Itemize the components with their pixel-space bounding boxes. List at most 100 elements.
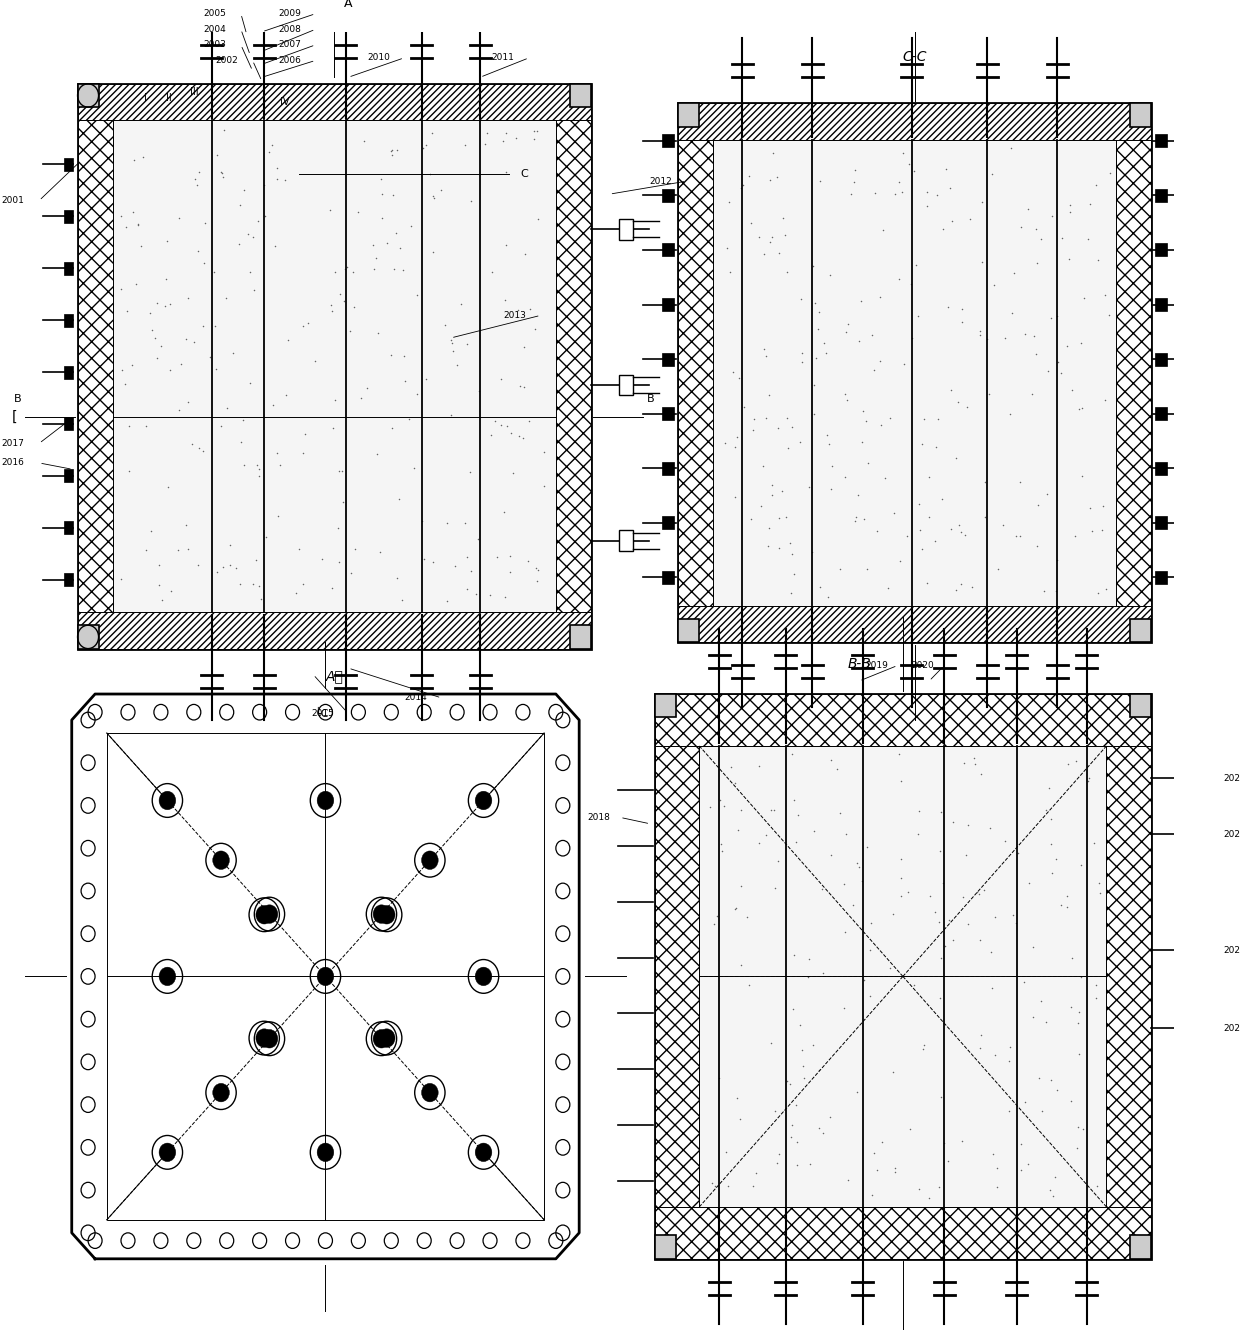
Circle shape <box>213 1084 229 1102</box>
Point <box>743 1176 763 1197</box>
Point <box>275 169 295 191</box>
Point <box>325 261 345 283</box>
Bar <box>1179 1018 1193 1038</box>
Point <box>221 535 241 556</box>
Point <box>414 548 434 569</box>
Point <box>880 958 900 980</box>
Bar <box>1130 694 1151 717</box>
Point <box>268 505 288 527</box>
Point <box>904 160 924 181</box>
Point <box>773 481 792 503</box>
Point <box>157 231 177 252</box>
Point <box>1079 770 1099 792</box>
Point <box>534 475 554 496</box>
Point <box>527 571 547 592</box>
Point <box>392 589 412 611</box>
Point <box>246 549 265 571</box>
Point <box>1022 384 1042 405</box>
Point <box>441 332 461 353</box>
Bar <box>1130 1236 1151 1258</box>
Point <box>854 969 874 990</box>
Point <box>299 312 319 333</box>
Text: II: II <box>166 93 171 104</box>
Point <box>820 264 839 285</box>
Point <box>1028 495 1048 516</box>
Point <box>322 577 342 599</box>
Point <box>861 938 880 960</box>
Point <box>321 295 341 316</box>
Point <box>207 561 227 583</box>
Point <box>156 268 176 289</box>
Point <box>185 168 205 189</box>
Point <box>751 496 771 517</box>
Point <box>329 460 348 481</box>
Point <box>188 555 208 576</box>
Point <box>898 525 918 547</box>
Point <box>1037 800 1056 821</box>
Point <box>176 328 196 349</box>
Point <box>873 220 893 241</box>
Circle shape <box>378 905 396 924</box>
Point <box>265 236 285 257</box>
Point <box>711 833 730 854</box>
Point <box>458 333 477 355</box>
Point <box>935 936 955 957</box>
Bar <box>619 531 632 552</box>
Point <box>756 825 776 846</box>
Point <box>294 316 314 337</box>
Bar <box>1156 516 1167 529</box>
Point <box>330 552 350 573</box>
Point <box>254 175 274 196</box>
Point <box>709 789 729 810</box>
Point <box>1099 304 1118 325</box>
Point <box>792 1054 812 1076</box>
Point <box>764 143 784 164</box>
Point <box>804 375 823 396</box>
Text: A向: A向 <box>325 669 343 684</box>
Point <box>955 525 975 547</box>
Point <box>802 1034 822 1056</box>
Point <box>932 872 952 893</box>
Point <box>782 1114 802 1136</box>
Point <box>417 368 436 389</box>
Point <box>160 293 180 315</box>
Point <box>786 1094 806 1116</box>
Point <box>115 217 135 239</box>
Point <box>913 433 932 455</box>
Point <box>733 175 753 196</box>
Point <box>1012 1160 1032 1181</box>
Point <box>804 820 823 841</box>
Point <box>918 195 937 216</box>
Point <box>920 885 940 906</box>
Point <box>998 1100 1018 1121</box>
Point <box>699 796 719 817</box>
Point <box>857 836 877 857</box>
Point <box>330 284 350 305</box>
Point <box>806 347 826 368</box>
Point <box>1009 525 1029 547</box>
Point <box>719 191 739 212</box>
Point <box>844 172 864 193</box>
Point <box>939 909 959 930</box>
Point <box>1018 199 1038 220</box>
Point <box>754 339 774 360</box>
Point <box>1001 1037 1021 1058</box>
Point <box>461 560 481 581</box>
Point <box>761 800 781 821</box>
Point <box>802 541 822 563</box>
Point <box>500 561 520 583</box>
Point <box>1025 343 1045 364</box>
Point <box>455 512 475 533</box>
Point <box>496 161 516 183</box>
Point <box>919 507 939 528</box>
Point <box>884 503 904 524</box>
Point <box>495 587 515 608</box>
Point <box>1006 913 1025 934</box>
Text: 2013: 2013 <box>503 311 526 320</box>
Point <box>894 143 914 164</box>
Point <box>169 207 188 228</box>
Point <box>244 280 264 301</box>
Point <box>892 849 911 870</box>
Point <box>704 1176 724 1197</box>
Circle shape <box>475 792 492 809</box>
